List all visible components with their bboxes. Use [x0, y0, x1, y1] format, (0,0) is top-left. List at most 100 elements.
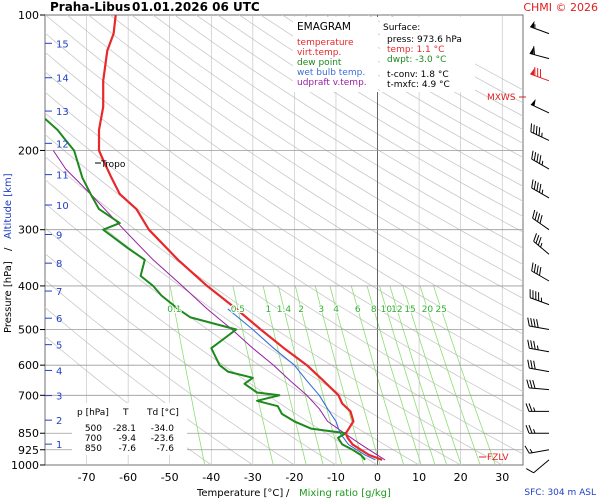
wind-barb-half-flag — [541, 189, 544, 194]
mixing-ratio-label: 25 — [435, 305, 446, 315]
wind-barb — [525, 403, 549, 412]
wind-barb-flag — [524, 445, 530, 454]
wind-barb — [527, 339, 550, 353]
wind-barb-staff — [533, 459, 550, 474]
wind-barb-staff — [530, 73, 550, 82]
wind-barb-flag — [533, 318, 536, 328]
pressure-tick-label: 700 — [18, 389, 39, 402]
wind-barb-flag — [526, 379, 530, 388]
wind-barb-flag — [535, 125, 538, 135]
wind-barb-staff — [529, 325, 550, 330]
wind-barb-flag — [525, 403, 530, 412]
pressure-tick-label: 850 — [18, 427, 39, 440]
fzlv-label: FZLV — [487, 453, 509, 463]
dry-adiabat — [45, 15, 523, 335]
legend-box — [293, 17, 378, 92]
wind-barb — [524, 445, 550, 454]
mixing-ratio-label: 20 — [422, 305, 434, 315]
wind-barb-staff — [531, 158, 550, 170]
wind-barb-flag — [531, 150, 534, 160]
y-axis-label-pressure: Pressure [hPa] — [3, 261, 14, 333]
mixing-ratio-label: 6 — [355, 305, 361, 315]
wind-barb-pennant — [530, 98, 536, 107]
altitude-tick-label: 1 — [56, 440, 62, 451]
wind-barb-half-flag — [536, 345, 539, 350]
altitude-tick-label: 4 — [56, 366, 62, 377]
temperature-tick-label: -10 — [327, 471, 345, 484]
wind-barb-flag — [531, 179, 534, 188]
x-axis-label-temperature: Temperature [°C] — [196, 488, 283, 499]
wind-barb — [526, 379, 550, 391]
table-header-td: Td [°C] — [146, 408, 179, 418]
mixing-ratio-label: 1.4 — [277, 305, 292, 315]
table-row-td: -7.6 — [156, 444, 174, 454]
table-row-p: 500 — [85, 424, 102, 434]
altitude-tick-label: 12 — [56, 139, 69, 150]
wind-barb-flag — [530, 340, 533, 349]
wind-barb — [527, 359, 550, 373]
table-row-t: -7.6 — [118, 444, 136, 454]
wind-barb-flag — [527, 339, 530, 349]
wind-barb-flag — [533, 360, 536, 370]
dry-adiabat — [45, 71, 523, 392]
wind-barb-flag — [534, 211, 538, 221]
wind-barb-flag — [530, 123, 533, 132]
wind-barb-staff — [531, 187, 550, 199]
dry-adiabat — [45, 32, 523, 354]
temperature-tick-label: -30 — [244, 471, 262, 484]
pressure-tick-label: 925 — [18, 444, 39, 457]
wind-barb-flag — [529, 289, 531, 298]
dry-adiabat — [131, 15, 523, 265]
wind-barb-flag — [532, 209, 536, 219]
legend-temperature: temperature — [297, 38, 354, 48]
altitude-tick-label: 15 — [56, 39, 69, 50]
wind-barb-staff — [530, 131, 550, 141]
dry-adiabat — [88, 15, 523, 299]
sfc-altitude-label: SFC: 304 m ASL — [524, 488, 596, 498]
wind-barb-flag — [539, 214, 543, 224]
wind-barb-staff — [529, 347, 550, 353]
altitude-tick-label: 7 — [56, 287, 62, 298]
mixing-ratio-label: 4 — [333, 305, 339, 315]
wind-barb — [531, 179, 550, 199]
station-title: Praha-Libus — [50, 0, 130, 14]
legend-updraft: udpraft v.temp. — [297, 78, 367, 88]
wind-barb-half-flag — [541, 132, 543, 138]
wind-barb-flag — [529, 379, 533, 389]
altitude-tick-label: 8 — [56, 259, 62, 270]
wind-barb-staff — [529, 449, 550, 454]
pressure-tick-label: 200 — [18, 144, 39, 157]
wind-barb-flag — [532, 380, 536, 389]
altitude-tick-label: 2 — [56, 416, 62, 427]
wind-barb — [532, 209, 550, 231]
wind-barb-staff — [530, 297, 550, 306]
temperature-tick-label: -50 — [161, 471, 179, 484]
series-temperature-line — [97, 15, 383, 461]
wind-barb-flag — [537, 68, 539, 77]
wind-barb-staff — [532, 217, 550, 231]
wind-barb-staff — [530, 26, 550, 35]
temperature-tick-label: -20 — [285, 471, 303, 484]
temperature-tick-label: 30 — [495, 471, 509, 484]
wind-barb — [529, 46, 550, 60]
wind-barb — [525, 425, 549, 434]
wind-barb — [533, 233, 550, 255]
wind-barb-flag — [527, 359, 530, 369]
mixing-ratio-label: 12 — [391, 305, 402, 315]
wind-barb-flag — [525, 425, 530, 434]
wind-barb — [530, 123, 550, 141]
dry-adiabat — [152, 15, 523, 249]
wind-barb — [527, 317, 550, 330]
table-header-p: p [hPa] — [77, 408, 109, 418]
table-row-t: -9.4 — [118, 434, 136, 444]
mixing-ratio-label: 2 — [298, 305, 304, 315]
y-axis-label-group: Pressure [hPa] / Altitude [km] — [3, 173, 14, 333]
pressure-tick-label: 500 — [18, 324, 39, 337]
wind-barb-flag — [537, 236, 542, 246]
pressure-tick-label: 1000 — [11, 459, 39, 472]
wind-barb — [530, 67, 550, 82]
pressure-tick-label: 600 — [18, 359, 39, 372]
legend-dew-point: dew point — [297, 58, 342, 68]
wind-barb-flag — [538, 155, 542, 164]
table-header-t: T — [122, 408, 129, 418]
